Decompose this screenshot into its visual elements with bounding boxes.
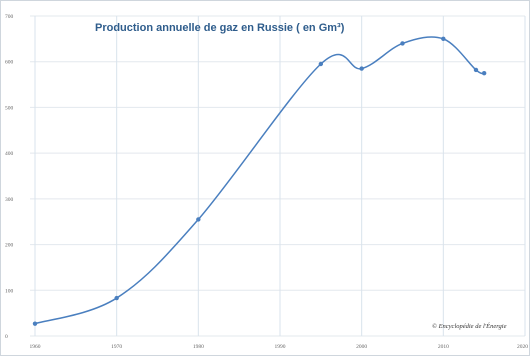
y-tick-label: 300 <box>5 197 14 203</box>
x-tick-label: 1990 <box>275 344 286 350</box>
x-tick-label: 1970 <box>111 344 122 350</box>
data-point <box>473 67 479 73</box>
y-tick-label: 500 <box>5 105 14 111</box>
y-tick-label: 700 <box>5 14 14 20</box>
y-tick-label: 0 <box>5 334 8 340</box>
grid <box>30 15 526 337</box>
data-point <box>32 321 38 326</box>
x-tick-label: 1980 <box>193 344 204 350</box>
y-tick-label: 100 <box>5 288 14 294</box>
data-point <box>481 70 487 76</box>
x-tick-label: 2010 <box>438 344 449 350</box>
data-point <box>359 66 364 71</box>
x-tick-label: 2000 <box>356 344 367 350</box>
series-line <box>34 36 485 325</box>
copyright-credit: © Encyclopédie de l'Énergie <box>432 322 507 330</box>
data-point <box>318 61 324 67</box>
y-tick-label: 200 <box>5 243 14 249</box>
x-tick-label: 2020 <box>517 344 528 350</box>
y-tick-label: 400 <box>5 151 14 157</box>
data-point <box>441 36 446 42</box>
y-axis-ticks: 0 100 200 300 400 500 600 700 <box>5 14 14 340</box>
data-point <box>400 41 405 46</box>
data-point <box>114 295 119 301</box>
y-tick-label: 600 <box>5 60 14 66</box>
chart-title: Production annuelle de gaz en Russie ( e… <box>95 22 345 34</box>
data-point <box>196 217 201 222</box>
x-tick-label: 1960 <box>30 344 41 350</box>
x-axis-ticks: 1960 1970 1980 1990 2000 2010 2020 <box>30 344 529 350</box>
data-points <box>32 36 487 326</box>
